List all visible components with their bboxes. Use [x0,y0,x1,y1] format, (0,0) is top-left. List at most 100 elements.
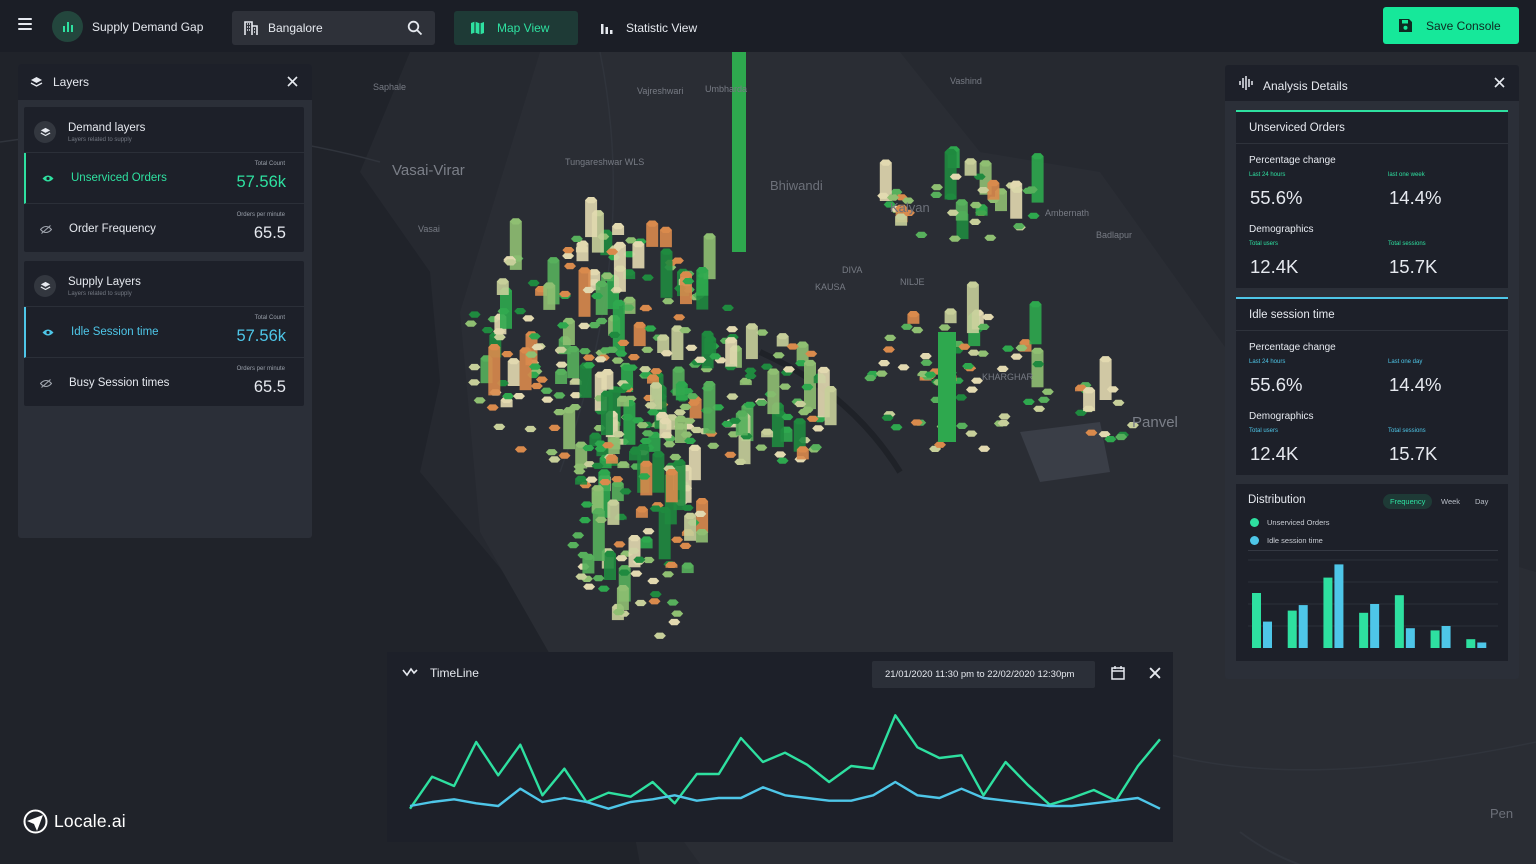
trend-icon [402,667,418,677]
save-icon [1399,19,1412,32]
tab-label: Statistic View [626,21,698,35]
analysis-panel: Analysis Details Unserviced Orders Perce… [1225,65,1519,679]
bar [1287,610,1297,648]
close-icon[interactable] [1494,77,1505,88]
filter-week[interactable]: Week [1441,497,1461,506]
metric-label: Total sessions [1388,428,1426,434]
city-input[interactable] [268,19,398,37]
bar [1334,564,1344,648]
bar [1441,626,1451,648]
tab-map-view[interactable]: Map View [454,11,578,45]
layer-label: Busy Session times [69,377,170,389]
map-label: KHARGHAR [982,372,1034,382]
card-title: Unserviced Orders [1249,122,1345,134]
hamburger-menu-icon[interactable] [18,18,32,30]
save-label: Save Console [1426,18,1501,33]
layers-header: Layers [18,64,312,100]
map-label: Vashind [950,76,982,86]
metric-value: 12.4K [1250,256,1299,277]
layers-icon [30,76,43,87]
timeline-title: TimeLine [430,666,479,680]
metric-value: 12.4K [1250,443,1299,464]
layer-row-unserviced-orders[interactable]: Unserviced Orders Total Count 57.56k [24,153,304,204]
map-label: Badlapur [1096,230,1133,240]
hex-heatmap [464,52,1139,639]
metric-value: 15.7K [1389,256,1438,277]
layer-row-idle-session-time[interactable]: Idle Session time Total Count 57.56k [24,307,304,358]
eye-icon[interactable] [42,328,54,337]
calendar-icon[interactable] [1111,666,1125,680]
distribution-card: Distribution Frequency Week Day Unservic… [1236,484,1508,661]
group-name: Demand layers [68,122,146,134]
bar [1370,604,1380,648]
analysis-header: Analysis Details [1225,65,1519,101]
series-line [409,714,1161,810]
brand-logo: Locale.ai [23,809,126,834]
metric-value: 14.4% [1389,374,1442,395]
metric-label: Total sessions [1388,241,1426,247]
map-label: NILJE [900,277,925,287]
layer-row-busy-session-times[interactable]: Busy Session times Orders per minute 65.… [24,358,304,409]
map-label: Kalyan [890,200,930,215]
layer-group-supply: Supply Layers Layers related to supply I… [24,261,304,406]
series-line [409,780,1161,810]
layer-label: Order Frequency [69,223,156,235]
date-range-field[interactable]: 21/01/2020 11:30 pm to 22/02/2020 12:30p… [872,661,1095,688]
layers-panel: Layers Demand layers Layers related to s… [18,64,312,538]
bar [1394,595,1404,648]
metric-label: Last 24 hours [1249,172,1286,178]
layer-group-header: Supply Layers Layers related to supply [24,261,304,307]
metric-label: Last 24 hours [1249,359,1286,365]
eye-icon[interactable] [42,174,54,183]
save-console-button[interactable]: Save Console [1383,7,1519,44]
group-subtitle: Layers related to supply [68,291,132,297]
locale-logo-icon [23,809,48,834]
layers-icon [34,275,56,297]
close-icon[interactable] [287,76,298,87]
filter-frequency[interactable]: Frequency [1383,494,1433,509]
layers-icon [34,121,56,143]
map-label: Vajreshwari [637,86,684,96]
metric-label: Total users [1249,428,1279,434]
close-icon[interactable] [1149,667,1161,679]
divider [1248,550,1498,551]
search-icon[interactable] [407,20,423,36]
section-title: Demographics [1249,411,1314,422]
map-label: KAUSA [815,282,846,292]
map-label: Saphale [373,82,407,92]
filter-day[interactable]: Day [1475,497,1489,506]
distribution-title: Distribution [1248,494,1306,506]
layer-row-order-frequency[interactable]: Order Frequency Orders per minute 65.5 [24,204,304,255]
metric-value: 14.4% [1389,187,1442,208]
map-label: Panvel [1132,414,1178,431]
timeline-line-chart [409,714,1161,810]
layer-label: Unserviced Orders [71,172,167,184]
layer-value: 65.5 [253,224,286,242]
metric-value: 55.6% [1250,374,1303,395]
map-label: Pen [1490,806,1514,821]
layer-caption: Orders per minute [236,212,285,218]
bar [1359,612,1369,648]
city-search[interactable] [232,11,435,45]
eye-off-icon[interactable] [40,379,52,388]
map-label: Vasai [418,224,440,234]
bar [1323,577,1333,648]
map-label: DIVA [842,265,863,275]
bar [1477,642,1487,648]
metric-label: Total users [1249,241,1279,247]
tab-statistic-view[interactable]: Statistic View [600,11,697,45]
top-bar: Supply Demand Gap Map View Statistic Vie… [0,0,1536,52]
legend-item: Unserviced Orders [1250,518,1330,527]
group-subtitle: Layers related to supply [68,137,132,143]
bar-chart-icon [52,11,83,42]
map-label: Tungareshwar WLS [565,157,645,167]
brand-name: Locale.ai [54,811,126,831]
analysis-title: Analysis Details [1263,79,1348,93]
bar [1430,630,1440,648]
layer-group-demand: Demand layers Layers related to supply U… [24,107,304,252]
eye-off-icon[interactable] [40,225,52,234]
tab-label: Map View [497,21,550,35]
metric-value: 55.6% [1250,187,1303,208]
card-title: Idle session time [1249,309,1335,321]
map-label: Bhiwandi [770,178,823,193]
